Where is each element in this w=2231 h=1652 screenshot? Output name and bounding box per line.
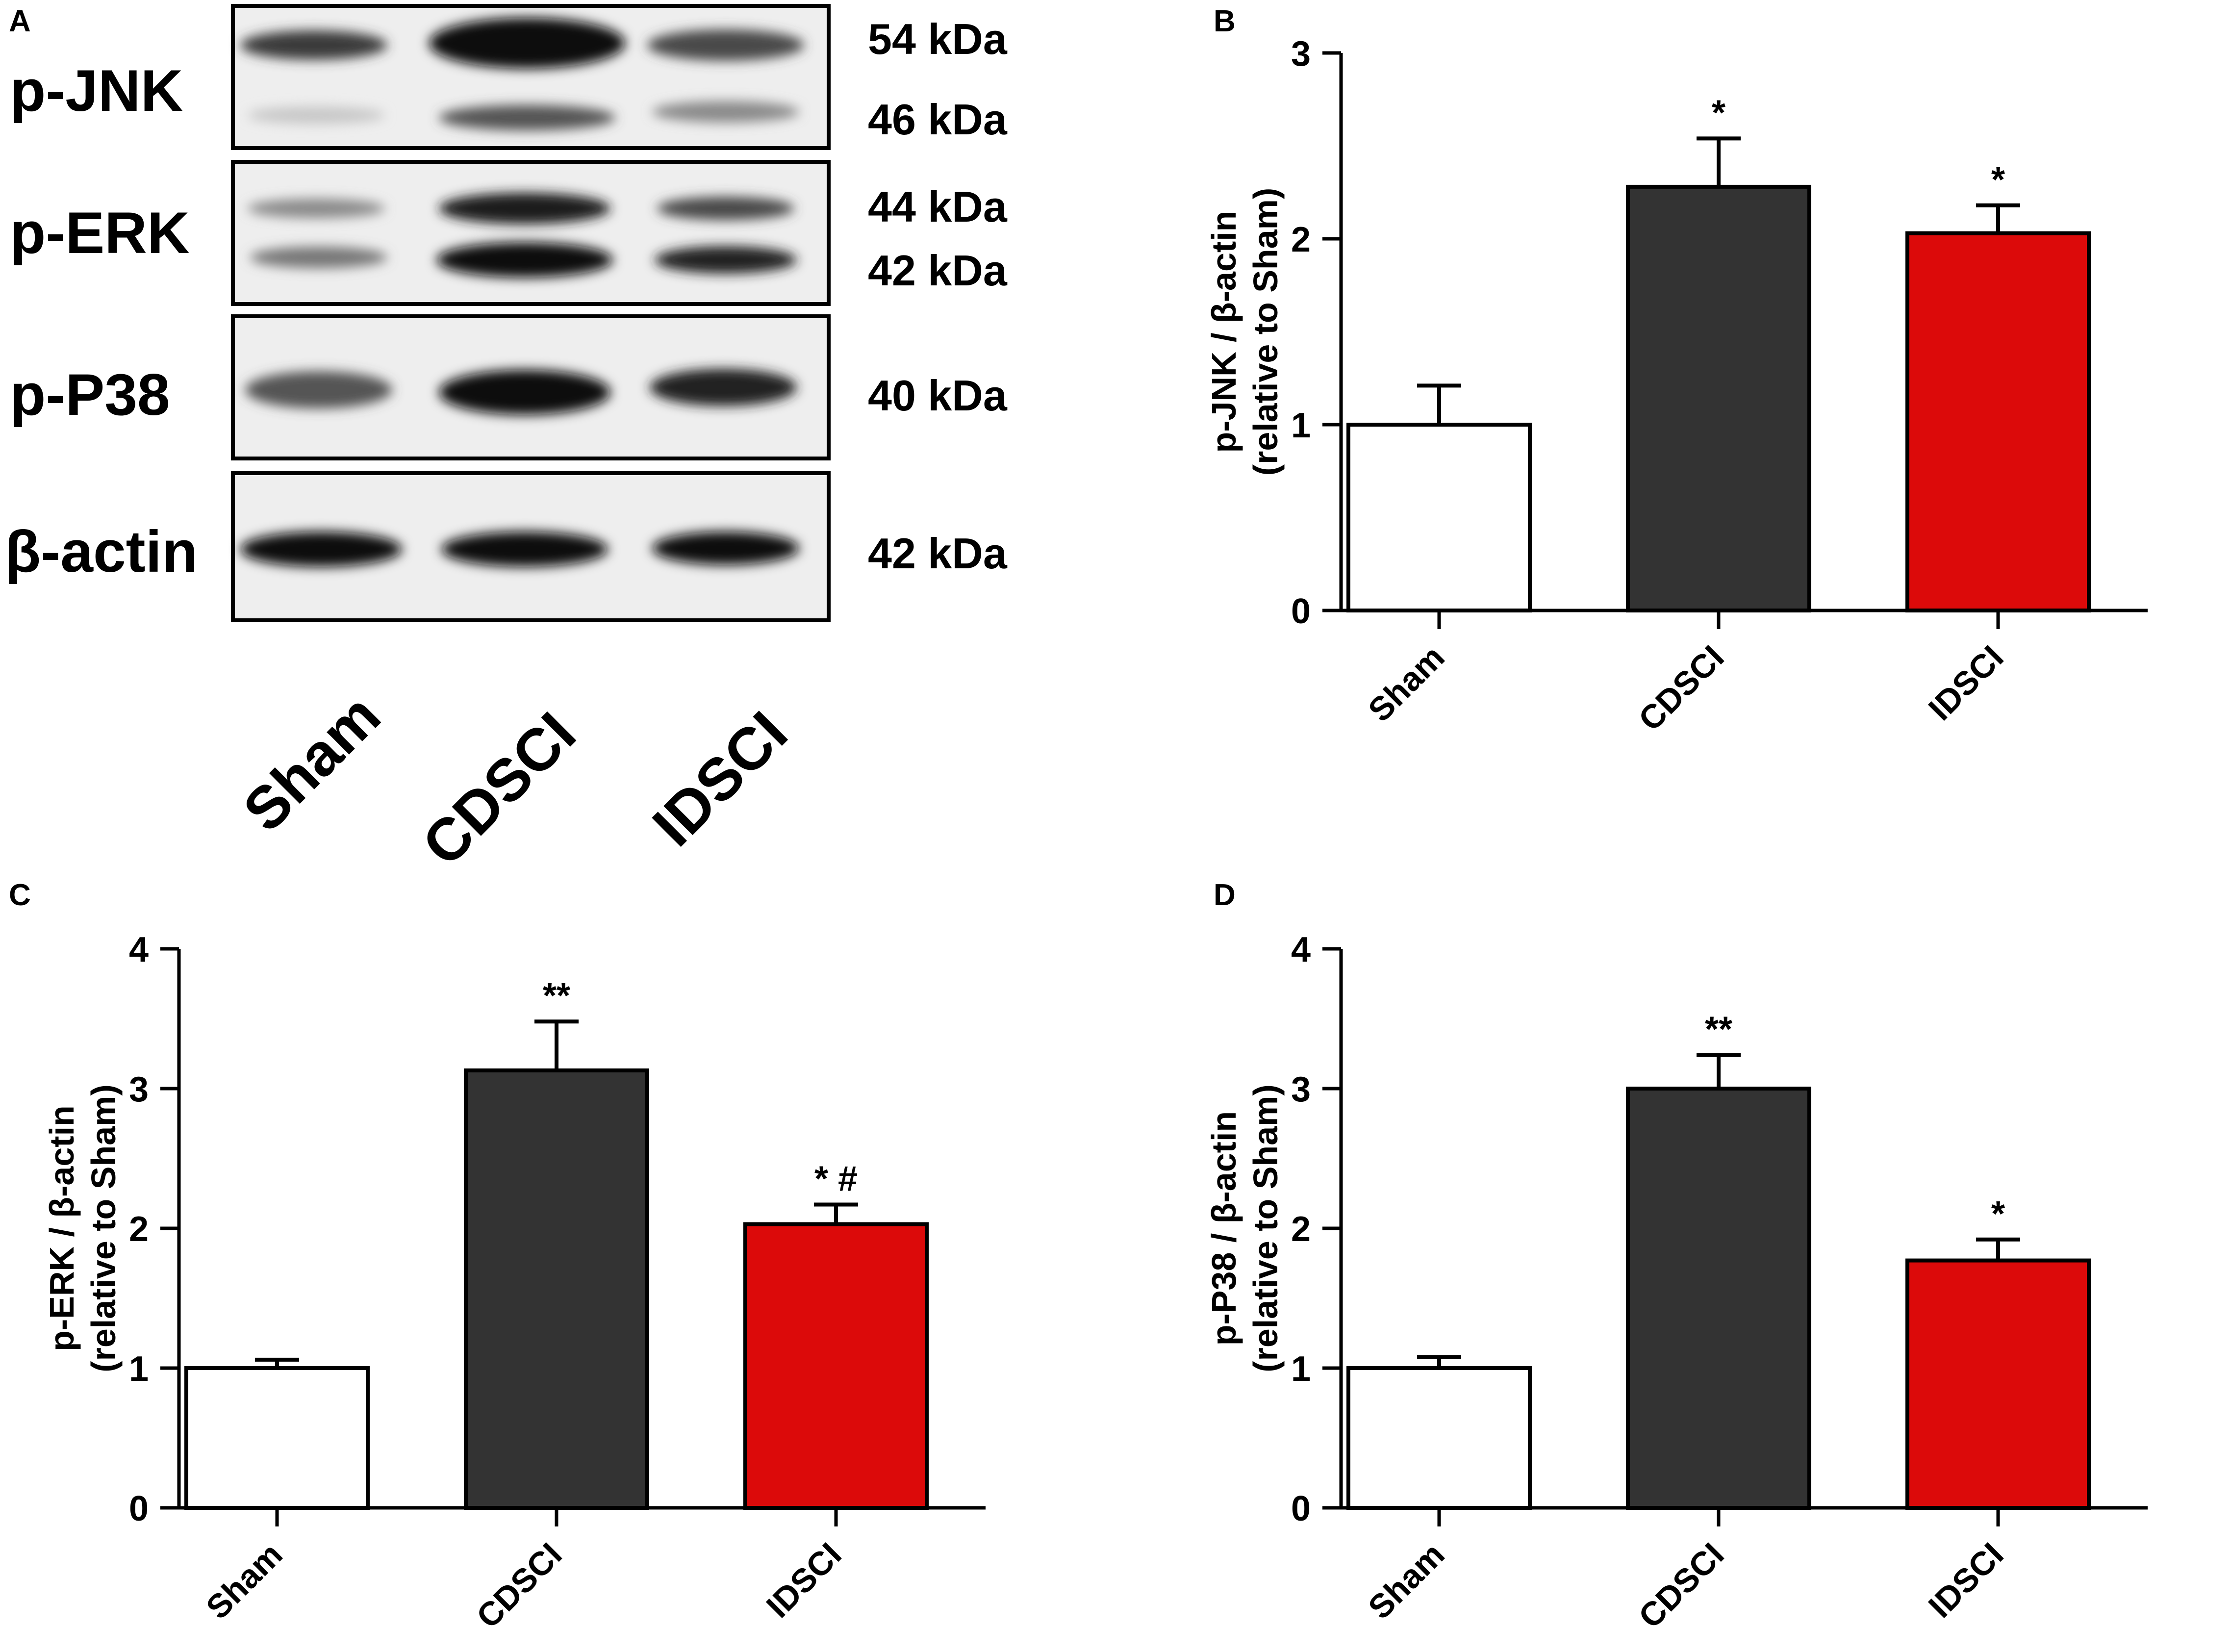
panel-letter-a: A [9,4,31,38]
blot-label-pp38: p-P38 [10,362,170,428]
y-tick-label: 3 [1291,34,1311,74]
significance-label: * [1991,160,2005,200]
blot-box-pjnk [231,4,831,150]
x-tick-label: CDSCI [1631,638,1731,738]
bar-idsci [1905,1258,2091,1510]
bar-sham [184,1366,370,1510]
kda-label-pjnk-lower: 46 kDa [868,95,1007,144]
bar-idsci [743,1222,929,1510]
x-tick-label: CDSCI [1631,1536,1731,1635]
kda-label-pp38: 40 kDa [868,371,1007,420]
y-tick-label: 3 [1291,1070,1311,1109]
chart-d: 0 1 2 3 4 Sham ** CDSCI * IDSCI p-P38 / β-actin (re… [1205,930,2148,1635]
y-axis-label: p-P38 / β-actin [1205,1111,1243,1346]
panel-letter-d: D [1214,878,1236,912]
bar-sham [1346,423,1532,612]
panel-letter-b: B [1214,4,1236,38]
y-tick-label: 0 [1291,1489,1311,1528]
panel-letter-c: C [9,878,31,912]
blot-box-beta-actin [231,471,831,622]
y-tick-label: 0 [1291,592,1311,631]
y-axis-label: p-ERK / β-actin [43,1105,81,1351]
bar-idsci [1905,231,2091,612]
blot-label-pjnk: p-JNK [10,58,183,124]
y-tick-label: 1 [129,1349,149,1389]
chart-b: 0 1 2 3 Sham * CDSCI * IDSCI p-JNK / β-actin (rela… [1205,34,2148,738]
blot-box-pp38 [231,314,831,460]
y-axis-label-sub: (relative to Sham) [84,1084,123,1372]
y-tick-label: 2 [1291,1210,1311,1249]
blot-label-perk: p-ERK [10,200,190,266]
y-tick-label: 1 [1291,1349,1311,1389]
y-tick-label: 3 [129,1070,149,1109]
kda-label-beta-actin: 42 kDa [868,529,1007,578]
bar-cdsci [1626,1087,1811,1510]
x-tick-label: IDSCI [760,1536,849,1625]
kda-label-perk-lower: 42 kDa [868,246,1007,295]
y-axis-label-sub: (relative to Sham) [1246,188,1285,476]
x-tick-label: IDSCI [1922,1536,2011,1625]
y-axis-label-sub: (relative to Sham) [1246,1084,1285,1372]
significance-label: ** [1705,1010,1732,1049]
bar-sham [1346,1366,1532,1510]
y-tick-label: 1 [1291,406,1311,445]
x-tick-label: Sham [1361,638,1452,729]
y-tick-label: 4 [1291,930,1311,969]
significance-label: * # [814,1160,858,1199]
x-tick-label: Sham [199,1536,290,1627]
bar-cdsci [464,1068,649,1510]
significance-label: * [1991,1195,2005,1234]
y-tick-label: 2 [129,1210,149,1249]
y-tick-label: 4 [129,930,149,969]
x-tick-label: IDSCI [1922,638,2011,728]
chart-c: 0 1 2 3 4 Sham ** CDSCI * # IDSCI p-ERK / β-actin(… [43,930,986,1635]
kda-label-pjnk-upper: 54 kDa [868,15,1007,63]
bar-cdsci [1626,184,1811,612]
y-axis-label: p-JNK / β-actin [1205,211,1243,453]
blot-box-perk [231,160,831,306]
kda-label-perk-upper: 44 kDa [868,182,1007,231]
blot-label-beta-actin: β-actin [5,519,198,585]
significance-label: ** [543,976,570,1016]
x-tick-label: Sham [1361,1536,1452,1627]
y-tick-label: 0 [129,1489,149,1528]
x-tick-label: CDSCI [469,1536,569,1635]
y-tick-label: 2 [1291,220,1311,259]
significance-label: * [1712,93,1725,132]
